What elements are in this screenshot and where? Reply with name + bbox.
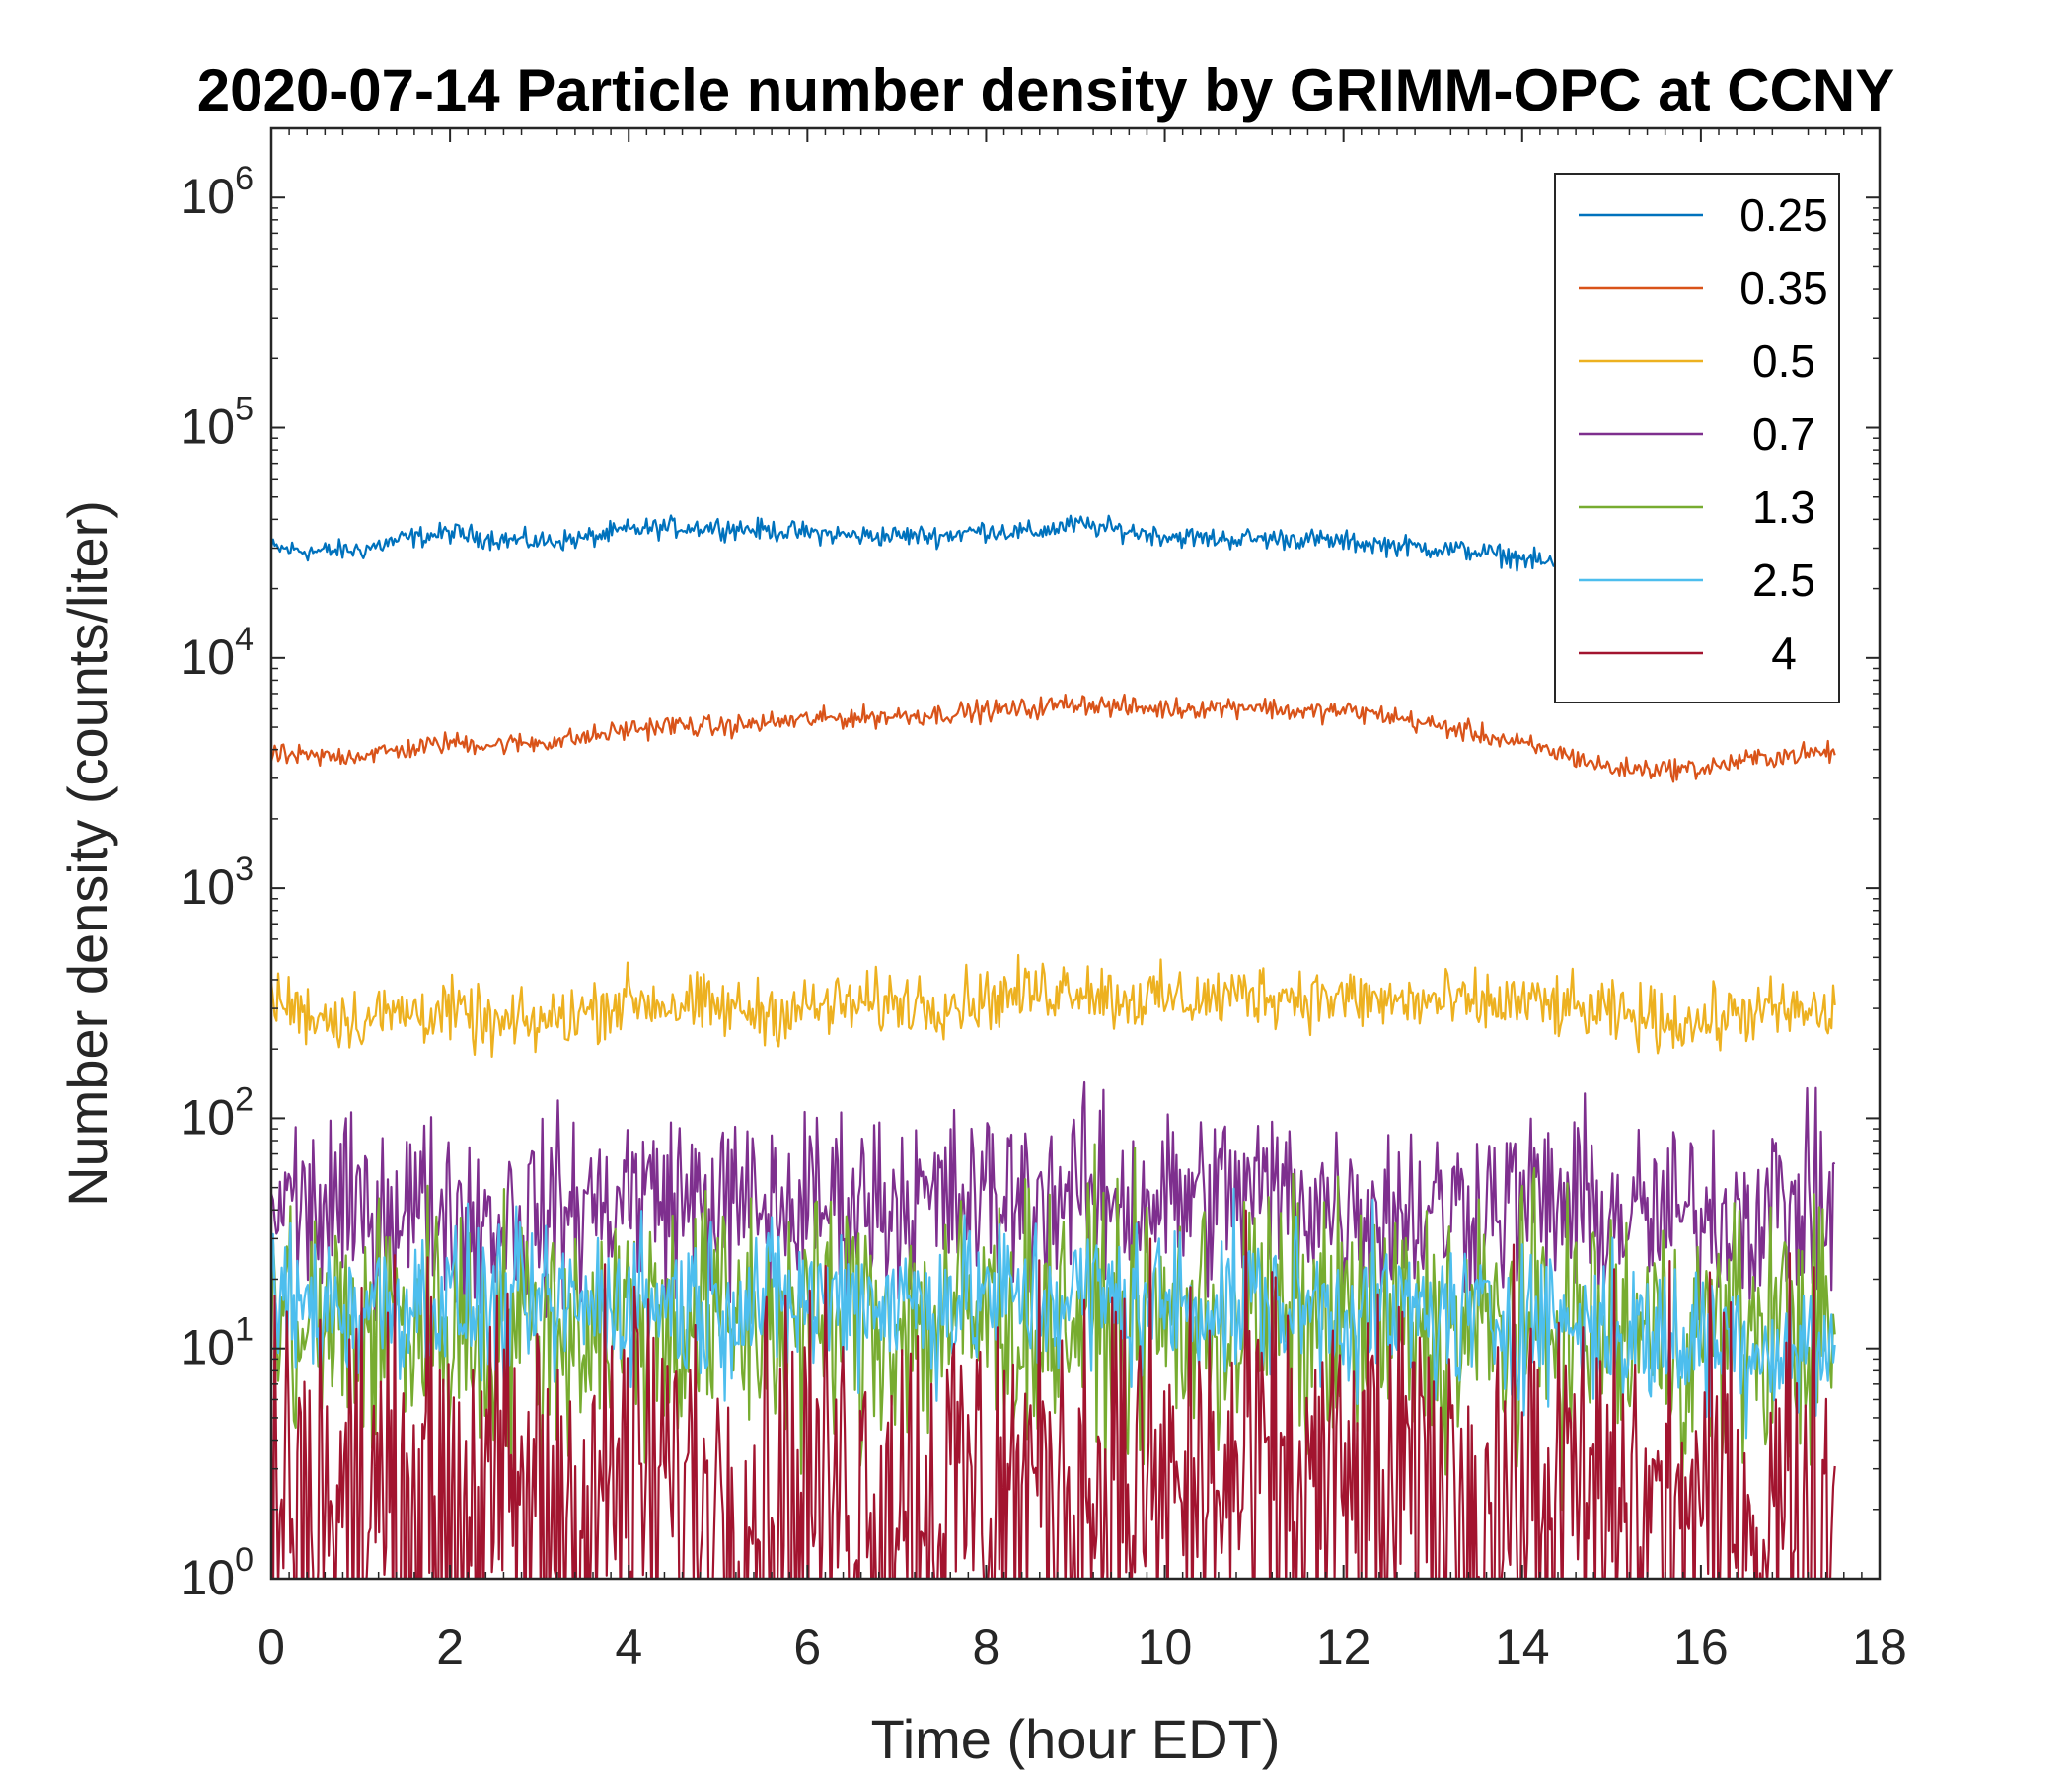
y-tick-label: 104 (180, 621, 254, 685)
x-tick-label: 16 (1673, 1619, 1729, 1674)
legend-label-0-35: 0.35 (1739, 262, 1828, 314)
legend-label-0-25: 0.25 (1739, 189, 1828, 241)
series-layer (271, 514, 1836, 1579)
legend-label-2-5: 2.5 (1752, 555, 1815, 606)
y-tick-label: 100 (180, 1541, 254, 1605)
series-line-0-5 (271, 953, 1836, 1059)
x-tick-label: 12 (1316, 1619, 1371, 1674)
x-tick-label: 4 (615, 1619, 642, 1674)
plot-frame (269, 126, 1882, 1581)
y-tick-label: 106 (180, 160, 254, 224)
chart-title: 2020-07-14 Particle number density by GR… (197, 57, 1895, 123)
legend: 0.25 0.35 0.5 0.7 1.3 2.5 4 (1554, 173, 1840, 703)
series-line-2-5 (271, 1187, 1836, 1440)
legend-label-0-7: 0.7 (1752, 408, 1815, 460)
x-tick-label: 10 (1138, 1619, 1193, 1674)
y-tick-label: 103 (180, 851, 254, 915)
series-line-0-7 (271, 1080, 1836, 1322)
y-axis-label: Number density (counts/liter) (56, 500, 118, 1207)
y-tick-label: 105 (180, 391, 254, 455)
x-tick-label: 2 (436, 1619, 464, 1674)
legend-label-1-3: 1.3 (1752, 481, 1815, 533)
ticks-layer: 0 2 4 6 8 10 12 14 16 18 100 101 102 103 104 105 106 (180, 127, 1907, 1674)
x-tick-label: 0 (258, 1619, 285, 1674)
x-tick-label: 8 (973, 1619, 1000, 1674)
y-tick-label: 102 (180, 1080, 254, 1145)
legend-label-4: 4 (1771, 628, 1797, 679)
legend-label-0-5: 0.5 (1752, 335, 1815, 387)
series-line-0-35 (271, 693, 1836, 783)
legend-box (1554, 173, 1840, 703)
x-axis-label: Time (hour EDT) (871, 1708, 1281, 1770)
x-tick-label: 18 (1852, 1619, 1907, 1674)
x-tick-label: 14 (1495, 1619, 1550, 1674)
y-tick-label: 101 (180, 1311, 254, 1375)
series-line-4 (271, 1209, 1836, 1579)
series-line-1-3 (271, 1143, 1836, 1512)
x-tick-label: 6 (793, 1619, 821, 1674)
